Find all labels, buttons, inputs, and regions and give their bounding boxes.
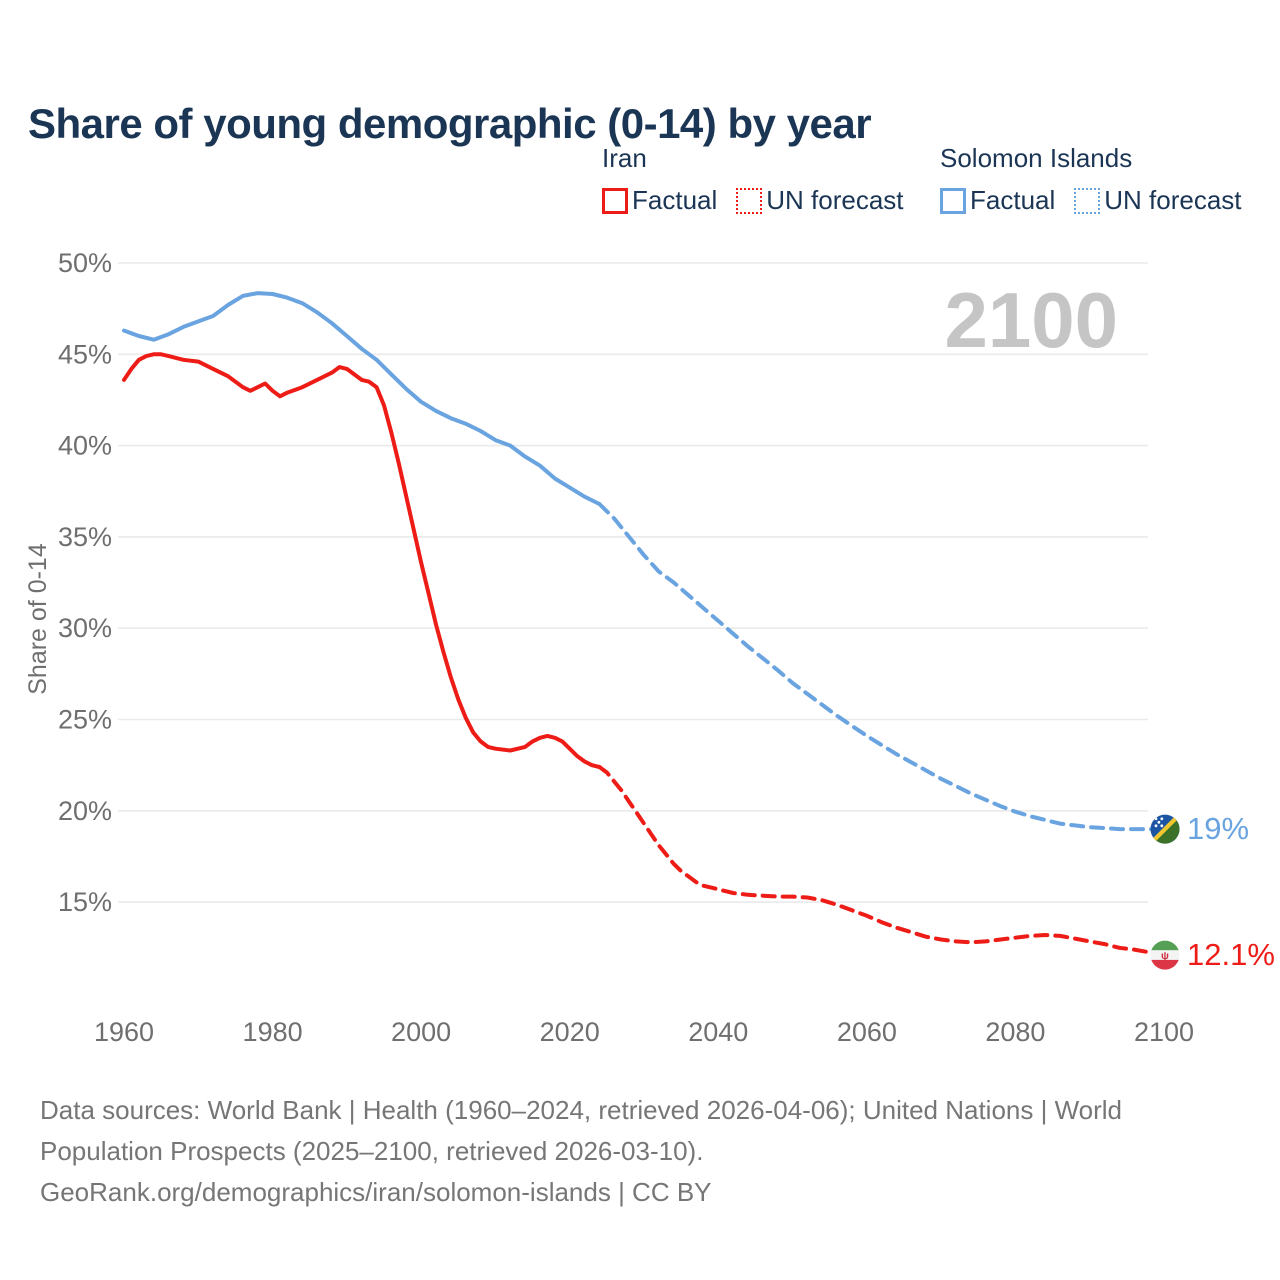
legend-item-label: Factual bbox=[970, 185, 1056, 215]
iran-flag-icon: ψ bbox=[1150, 940, 1180, 970]
footer-line: Data sources: World Bank | Health (1960–… bbox=[40, 1095, 1123, 1125]
y-tick-label: 30% bbox=[58, 613, 112, 643]
gridlines bbox=[118, 262, 1148, 903]
legend-group-solomon-islands: Solomon Islands Factual UN forecast bbox=[940, 144, 1242, 216]
legend-row-iran: Factual UN forecast bbox=[602, 185, 904, 216]
x-tick-label: 1960 bbox=[94, 1017, 154, 1047]
solid-line-swatch-icon bbox=[602, 187, 628, 214]
legend-row-solomon-islands: Factual UN forecast bbox=[940, 185, 1242, 216]
watermark: 2100 bbox=[944, 276, 1118, 364]
legend-item-iran-forecast: UN forecast bbox=[736, 185, 904, 216]
legend-item-solomon-factual: Factual bbox=[940, 185, 1055, 216]
y-axis-title: Share of 0-14 bbox=[24, 543, 52, 695]
series-solomon-islands-un-forecast bbox=[597, 502, 1166, 832]
end-labels: 19% 12.1% bbox=[1187, 811, 1275, 972]
legend-item-solomon-forecast: UN forecast bbox=[1074, 185, 1242, 216]
chart-title: Share of young demographic (0-14) by yea… bbox=[28, 100, 872, 148]
axis-labels: 50% 45% 40% 35% 30% 25% 20% 15% 1960 1980 2000 2020… bbox=[24, 248, 1194, 1047]
x-tick-label: 2020 bbox=[540, 1017, 600, 1047]
y-tick-label: 15% bbox=[58, 887, 112, 917]
y-tick-label: 25% bbox=[58, 705, 112, 735]
series-iran-factual bbox=[122, 352, 602, 769]
legend-item-label: UN forecast bbox=[1104, 185, 1242, 215]
solomon-islands-flag-icon bbox=[1150, 814, 1180, 844]
legend-item-label: Factual bbox=[632, 185, 718, 215]
y-tick-label: 35% bbox=[58, 522, 112, 552]
end-label-solomon-islands: 19% bbox=[1187, 811, 1249, 846]
x-tick-label: 2080 bbox=[985, 1017, 1045, 1047]
legend-item-label: UN forecast bbox=[766, 185, 904, 215]
x-tick-label: 1980 bbox=[243, 1017, 303, 1047]
legend: Iran Factual UN forecast Solomon Islands… bbox=[0, 144, 1280, 224]
watermark-year: 2100 bbox=[944, 276, 1118, 364]
legend-country-solomon-islands: Solomon Islands bbox=[940, 143, 1133, 173]
legend-item-iran-factual: Factual bbox=[602, 185, 717, 216]
dotted-line-swatch-icon bbox=[736, 187, 763, 214]
data-series bbox=[122, 291, 1166, 958]
footer-line: GeoRank.org/demographics/iran/solomon-is… bbox=[40, 1177, 712, 1207]
legend-country-iran: Iran bbox=[602, 143, 647, 173]
x-tick-label: 2040 bbox=[688, 1017, 748, 1047]
x-tick-label: 2000 bbox=[391, 1017, 451, 1047]
y-tick-label: 20% bbox=[58, 796, 112, 826]
end-label-iran: 12.1% bbox=[1187, 937, 1275, 972]
series-solomon-islands-factual bbox=[122, 291, 602, 506]
y-tick-label: 45% bbox=[58, 339, 112, 369]
x-tick-label: 2060 bbox=[837, 1017, 897, 1047]
dotted-line-swatch-icon bbox=[1074, 187, 1101, 214]
legend-group-iran: Iran Factual UN forecast bbox=[602, 144, 904, 216]
y-tick-label: 40% bbox=[58, 431, 112, 461]
x-tick-label: 2100 bbox=[1134, 1017, 1194, 1047]
y-tick-label: 50% bbox=[58, 248, 112, 278]
footer-line: Population Prospects (2025–2100, retriev… bbox=[40, 1136, 704, 1166]
series-iran-un-forecast bbox=[597, 765, 1166, 958]
svg-text:ψ: ψ bbox=[1161, 950, 1169, 962]
solid-line-swatch-icon bbox=[940, 187, 966, 214]
footer: Data sources: World Bank | Health (1960–… bbox=[40, 1090, 1240, 1213]
